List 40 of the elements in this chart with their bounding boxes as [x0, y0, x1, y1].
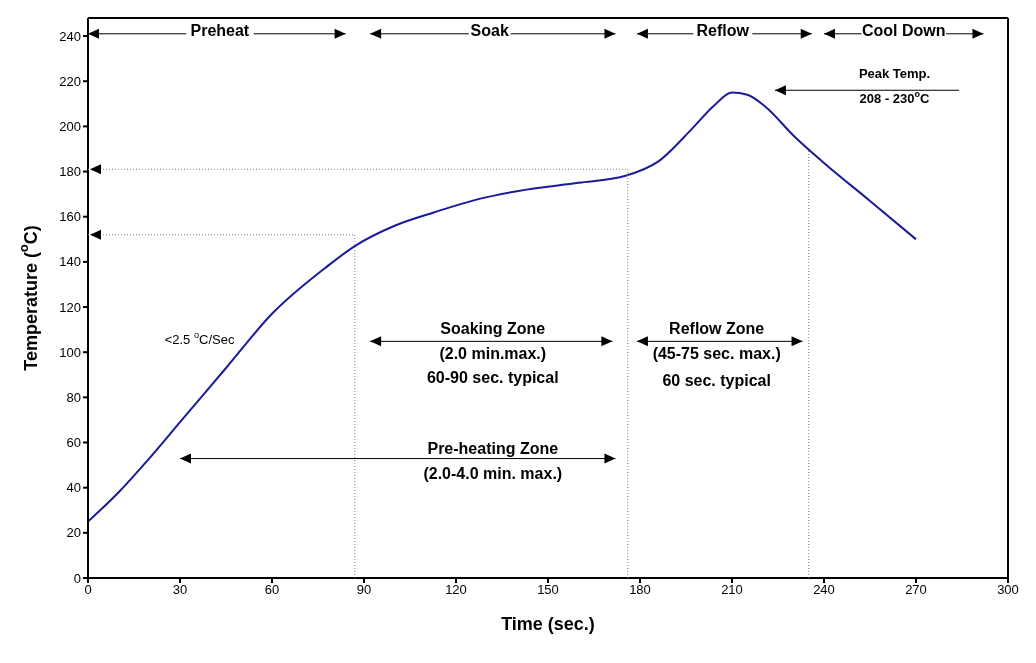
x-tick-label: 30 [172, 582, 188, 598]
x-tick-label: 150 [537, 582, 559, 598]
x-tick-label: 300 [997, 582, 1019, 598]
annotation: <2.5 $^{o}$C/Sec [164, 330, 235, 348]
x-tick-label: 270 [905, 582, 927, 598]
annotation: Preheat [190, 21, 250, 39]
y-tick-label: 80 [66, 389, 81, 405]
y-tick-label: 180 [59, 164, 81, 180]
annotation: (45-75 sec. max.) [652, 345, 781, 363]
annotation: Cool Down [861, 21, 946, 39]
annotation: (2.0-4.0 min. max.) [423, 464, 563, 482]
y-tick-label: 60 [66, 435, 81, 451]
annotation: Soak [470, 21, 509, 39]
annotation: Reflow [696, 21, 750, 39]
annotation: Pre-heating Zone [427, 440, 559, 458]
annotation: (2.0 min.max.) [439, 345, 547, 363]
y-tick-label: 160 [59, 209, 81, 225]
y-tick-label: 100 [59, 344, 81, 360]
x-tick-label: 210 [721, 582, 743, 598]
x-tick-label: 240 [813, 582, 835, 598]
y-tick-label: 220 [59, 73, 81, 89]
x-tick-label: 120 [445, 582, 467, 598]
y-tick-label: 120 [59, 299, 81, 315]
x-tick-label: 90 [356, 582, 372, 598]
x-axis-title: Time (sec.) [501, 614, 595, 634]
y-tick-label: 240 [59, 28, 81, 44]
x-tick-label: 0 [84, 582, 92, 598]
y-tick-label: 0 [73, 570, 81, 586]
annotation: Reflow Zone [669, 319, 765, 337]
x-tick-label: 180 [629, 582, 651, 598]
annotation: Soaking Zone [440, 319, 546, 337]
annotation: 208 - 230$^{o}$C [859, 89, 931, 107]
annotation: 60 sec. typical [662, 371, 771, 389]
annotation: Peak Temp. [858, 66, 931, 82]
annotation: 60-90 sec. typical [426, 369, 559, 387]
y-tick-label: 40 [66, 480, 81, 496]
x-tick-label: 60 [264, 582, 280, 598]
y-tick-label: 200 [59, 119, 81, 134]
y-tick-label: 140 [59, 254, 81, 270]
y-tick-label: 20 [66, 525, 81, 541]
